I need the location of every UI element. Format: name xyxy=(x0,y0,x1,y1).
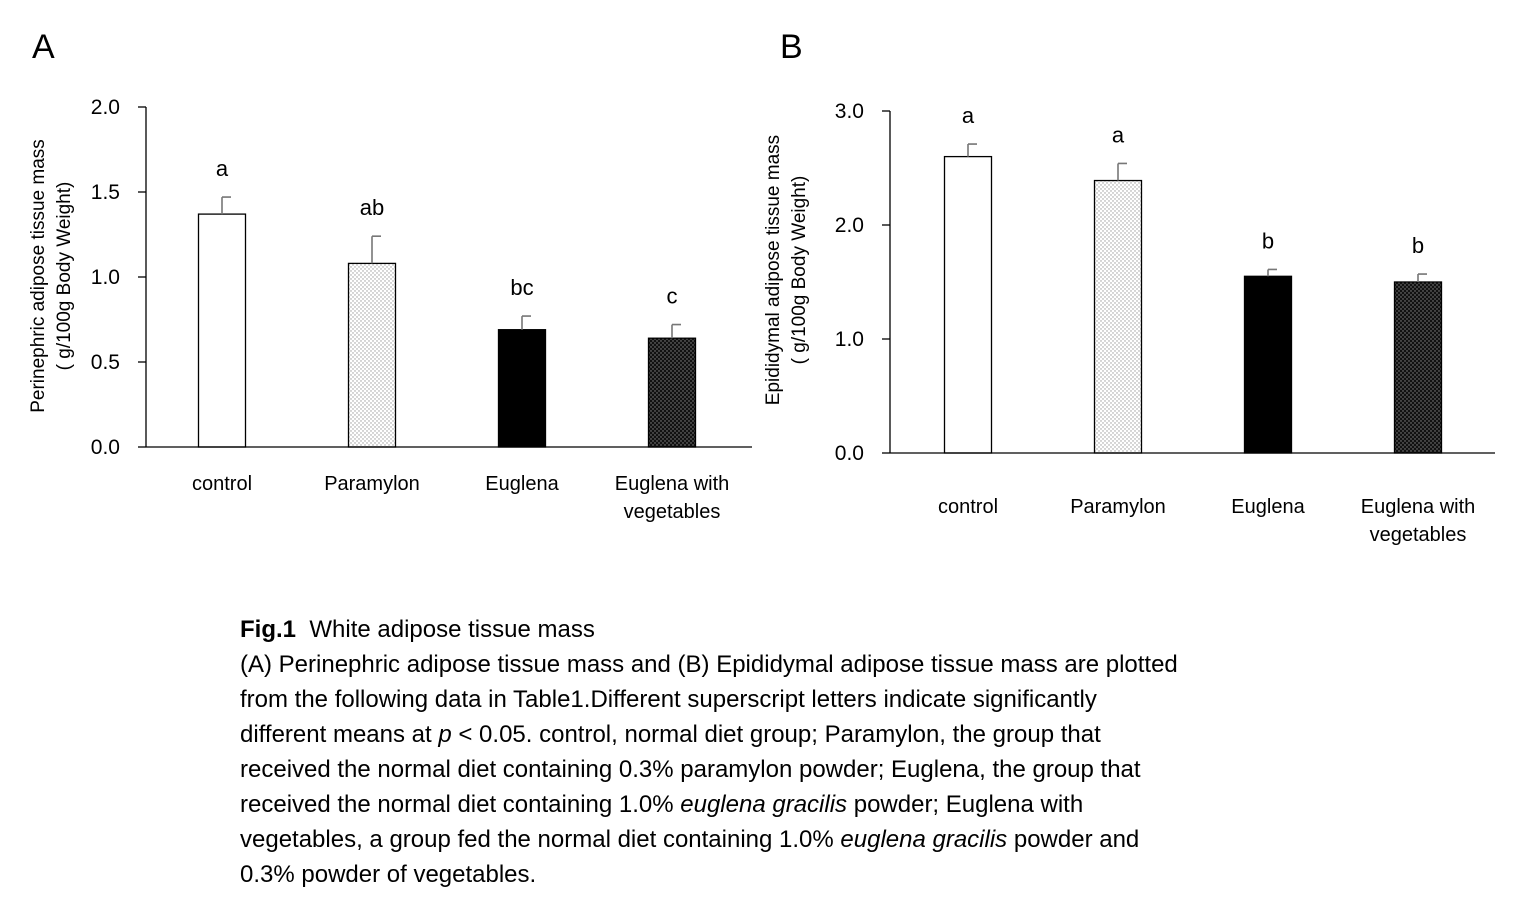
panel-a-y-tick-label: 1.0 xyxy=(91,266,120,289)
panel-b-error-bar xyxy=(1417,273,1427,282)
caption-text: powder; Euglena with xyxy=(847,791,1084,818)
panel-b-bar xyxy=(1093,179,1143,454)
panel-b-y-tick-label: 0.0 xyxy=(835,442,864,465)
caption-text: received the normal diet containing 1.0% xyxy=(240,791,681,818)
panel-a-y-tick-label: 1.5 xyxy=(91,181,120,204)
panel-b-error-bar xyxy=(1267,268,1277,277)
panel-a-significance-label: a xyxy=(216,156,229,181)
caption-text: 0.3% powder of vegetables. xyxy=(240,861,537,888)
caption-figure-title: White adipose tissue mass xyxy=(309,616,595,643)
panel-b-category-label: Euglena xyxy=(1231,496,1305,518)
panel-b-y-tick-label: 2.0 xyxy=(835,214,864,237)
panel-b-significance-label: b xyxy=(1262,228,1274,253)
panel-a-y-tick-label: 2.0 xyxy=(91,96,120,119)
caption-line: different means at p < 0.05. control, no… xyxy=(240,717,1480,752)
panel-b-y-tick-label: 1.0 xyxy=(835,328,864,351)
caption-italic-text: euglena gracilis xyxy=(840,826,1008,853)
caption-body: (A) Perinephric adipose tissue mass and … xyxy=(240,647,1480,892)
panel-b-significance-label: a xyxy=(962,103,975,128)
panel-b-bar xyxy=(1393,281,1443,454)
panel-a-y-tick-label: 0.0 xyxy=(91,436,120,459)
panel-b-bar xyxy=(1243,275,1293,454)
panel-b-y-axis-label-line: Epididymal adipose tissue mass xyxy=(763,135,784,405)
panel-a-bar xyxy=(347,262,397,448)
caption-text: < 0.05. control, normal diet group; Para… xyxy=(451,721,1101,748)
caption-figure-number: Fig.1 xyxy=(240,616,297,643)
panel-b-significance-label: a xyxy=(1112,122,1125,147)
panel-b-chart: B Epididymal adipose tissue mass( g/100g… xyxy=(763,28,1495,546)
panel-b-category-label: Paramylon xyxy=(1070,496,1166,518)
panel-b-category-label: Euglena with xyxy=(1361,496,1476,518)
panel-a-error-bar xyxy=(221,196,231,215)
caption-text: (A) Perinephric adipose tissue mass and … xyxy=(240,651,1178,678)
caption-line: from the following data in Table1.Differ… xyxy=(240,682,1480,717)
panel-b-letter: B xyxy=(780,28,803,66)
panel-a-significance-label: c xyxy=(667,284,678,309)
panel-b-error-bar xyxy=(967,143,977,157)
caption-line: received the normal diet containing 0.3%… xyxy=(240,752,1480,787)
panel-a-y-axis-label-line: ( g/100g Body Weight) xyxy=(54,182,75,371)
panel-b-category-label: control xyxy=(938,496,998,518)
caption-italic-text: euglena gracilis xyxy=(680,791,848,818)
panel-a-category-label: vegetables xyxy=(624,501,721,523)
caption-line: 0.3% powder of vegetables. xyxy=(240,857,1480,892)
figure-caption: Fig.1 White adipose tissue mass (A) Peri… xyxy=(240,612,1480,892)
panel-a-category-label: Euglena xyxy=(485,473,559,495)
caption-line: received the normal diet containing 1.0%… xyxy=(240,787,1480,822)
panel-a-error-bar xyxy=(521,315,531,330)
panel-b-error-bar xyxy=(1117,162,1127,181)
panel-a-bar xyxy=(497,329,547,448)
figure: A Perinephric adipose tissue mass( g/100… xyxy=(28,28,1495,546)
caption-text: powder and xyxy=(1007,826,1140,853)
panel-a-significance-label: bc xyxy=(510,275,533,300)
caption-text: different means at xyxy=(240,721,439,748)
panel-a-letter: A xyxy=(32,28,55,66)
caption-text: received the normal diet containing 0.3%… xyxy=(240,756,1141,783)
panel-b-y-axis-label-line: ( g/100g Body Weight) xyxy=(789,176,810,365)
panel-a-error-bar xyxy=(371,235,381,264)
panel-a-category-label: Paramylon xyxy=(324,473,420,495)
panel-b-y-tick-label: 3.0 xyxy=(835,100,864,123)
panel-b-significance-label: b xyxy=(1412,233,1424,258)
caption-line: vegetables, a group fed the normal diet … xyxy=(240,822,1480,857)
caption-text: vegetables, a group fed the normal diet … xyxy=(240,826,841,853)
caption-line: (A) Perinephric adipose tissue mass and … xyxy=(240,647,1480,682)
panel-b-bar xyxy=(943,155,993,454)
panel-a-chart: A Perinephric adipose tissue mass( g/100… xyxy=(28,28,752,523)
caption-italic-text: p xyxy=(438,721,452,748)
panel-a-y-tick-label: 0.5 xyxy=(91,351,120,374)
panel-b-category-label: vegetables xyxy=(1370,524,1467,546)
panel-a-bar xyxy=(197,213,247,448)
caption-heading: Fig.1 White adipose tissue mass xyxy=(240,612,1480,647)
panel-a-category-label: Euglena with xyxy=(615,473,730,495)
caption-text: from the following data in Table1.Differ… xyxy=(240,686,1097,713)
panel-a-error-bar xyxy=(671,323,681,339)
panel-a-y-axis-label-line: Perinephric adipose tissue mass xyxy=(28,139,49,413)
panel-a-significance-label: ab xyxy=(360,195,384,220)
panel-a-category-label: control xyxy=(192,473,252,495)
panel-a-bar xyxy=(647,337,697,448)
